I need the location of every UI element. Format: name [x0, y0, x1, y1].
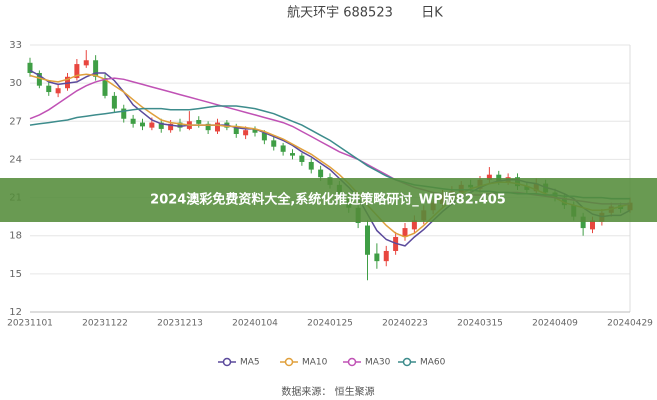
banner-text: 2024澳彩免费资料大全,系统化推进策略研讨_WP版82.405 — [150, 192, 506, 208]
candle-body — [111, 95, 117, 109]
legend-label: MA5 — [240, 358, 260, 368]
candle-body — [36, 72, 42, 86]
period-label: 日K — [421, 6, 443, 21]
legend-icon — [402, 357, 412, 367]
legend-icon — [284, 357, 294, 367]
candle-body — [215, 122, 220, 132]
candle-body — [233, 127, 239, 134]
candle-body — [580, 216, 586, 229]
candle-body — [93, 60, 99, 77]
candle-body — [46, 85, 52, 93]
candle-body — [177, 122, 183, 128]
legend-icon — [222, 357, 232, 367]
candle-body — [196, 120, 202, 124]
candle-body — [402, 228, 408, 237]
candle-body — [290, 153, 295, 156]
y-tick-label: 15 — [9, 269, 22, 280]
legend-label: MA30 — [365, 358, 391, 368]
candle-body — [168, 123, 174, 131]
candle-body — [261, 132, 267, 141]
candle-body — [205, 123, 211, 131]
x-tick-label: 20231213 — [157, 319, 203, 329]
x-tick-label: 20231101 — [7, 319, 53, 329]
candle-body — [590, 220, 595, 230]
y-tick-label: 24 — [9, 154, 22, 165]
candle-body — [374, 253, 380, 262]
source-label: 数据来源： 恒生聚源 — [281, 385, 374, 398]
candle-body — [308, 161, 314, 170]
candle-body — [149, 122, 155, 128]
x-tick-label: 20240315 — [457, 319, 503, 329]
candle-body — [252, 128, 258, 133]
candle-body — [271, 140, 277, 147]
candle-body — [411, 220, 417, 230]
x-tick-label: 20240409 — [532, 319, 578, 329]
legend-icon — [347, 357, 357, 367]
candle-body — [486, 174, 492, 180]
candle-body — [318, 169, 324, 178]
candle-body — [383, 250, 389, 262]
candle-body — [83, 60, 89, 66]
candle-body — [496, 174, 502, 182]
candle-body — [27, 62, 33, 73]
x-tick-label: 20231122 — [82, 319, 128, 329]
candle-body — [102, 78, 108, 96]
candle-body — [299, 155, 305, 162]
candle-body — [280, 145, 286, 152]
y-tick-label: 27 — [9, 116, 22, 127]
x-tick-label: 20240429 — [607, 319, 653, 329]
candle-body — [74, 64, 80, 79]
x-tick-label: 20240104 — [232, 319, 278, 329]
legend-label: MA60 — [420, 358, 446, 368]
x-tick-label: 20240223 — [382, 319, 428, 329]
candle-body — [140, 122, 145, 127]
candle-body — [55, 88, 61, 94]
chart-title: 航天环宇 688523 — [287, 5, 393, 21]
candle-body — [121, 108, 127, 119]
y-tick-label: 33 — [9, 40, 22, 51]
legend-label: MA10 — [302, 358, 328, 368]
banner — [0, 178, 657, 222]
y-tick-label: 12 — [9, 307, 22, 318]
candle-body — [365, 225, 370, 255]
x-tick-label: 20240125 — [307, 319, 353, 329]
candle-body — [130, 118, 136, 124]
candle-body — [243, 130, 249, 136]
y-tick-label: 18 — [9, 231, 22, 242]
candle-body — [158, 122, 164, 129]
y-tick-label: 30 — [9, 78, 22, 89]
